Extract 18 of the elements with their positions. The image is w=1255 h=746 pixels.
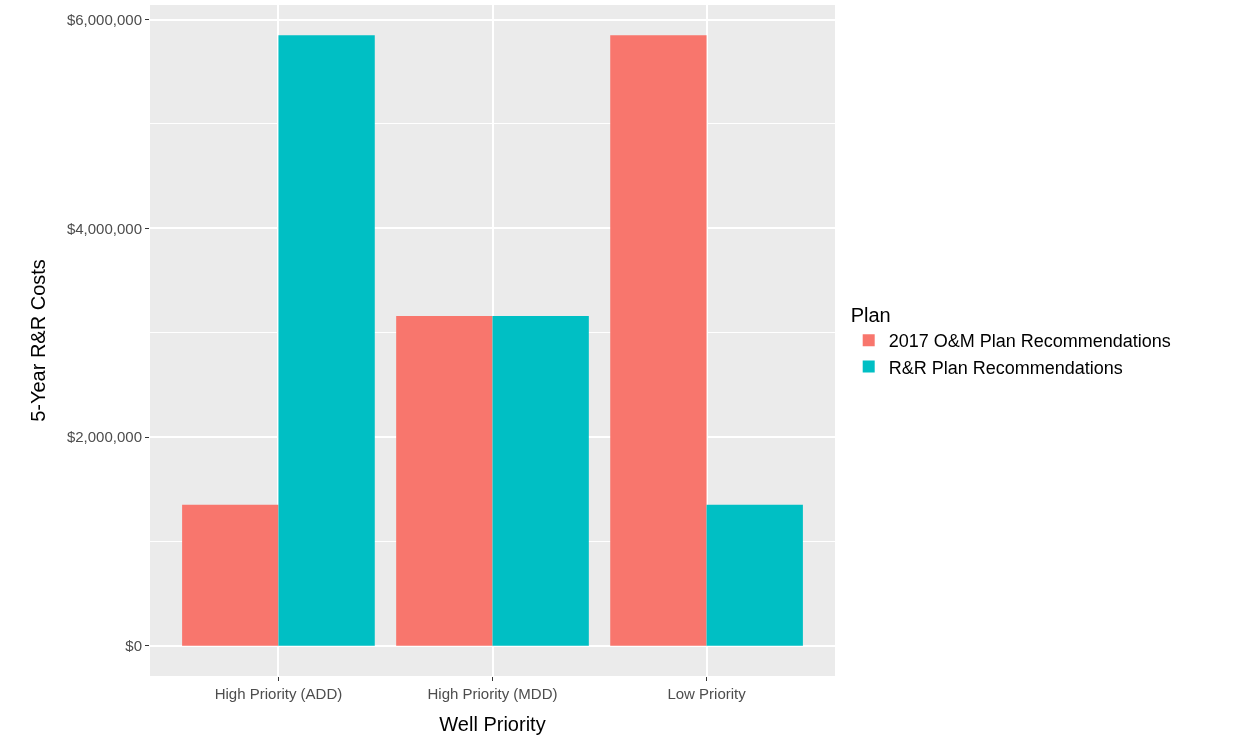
- legend-label: R&R Plan Recommendations: [888, 357, 1123, 378]
- bar: [278, 35, 375, 646]
- y-axis-title: 5-Year R&R Costs: [27, 259, 50, 422]
- bar: [492, 315, 589, 646]
- bar: [706, 504, 803, 646]
- y-tick-label: $6,000,000: [66, 10, 142, 28]
- x-axis-title: Well Priority: [439, 712, 546, 735]
- legend-title: Plan: [850, 304, 891, 326]
- x-tick-label: High Priority (MDD): [427, 685, 558, 702]
- y-tick-label: $2,000,000: [66, 428, 142, 446]
- bar: [396, 315, 493, 646]
- y-tick-label: $4,000,000: [66, 219, 142, 237]
- x-tick-label: High Priority (ADD): [214, 685, 343, 702]
- x-tick-label: Low Priority: [667, 685, 747, 702]
- y-tick-label: $0: [125, 636, 142, 654]
- bar: [182, 504, 279, 646]
- bar: [610, 35, 707, 646]
- legend-label: 2017 O&M Plan Recommendations: [888, 331, 1171, 352]
